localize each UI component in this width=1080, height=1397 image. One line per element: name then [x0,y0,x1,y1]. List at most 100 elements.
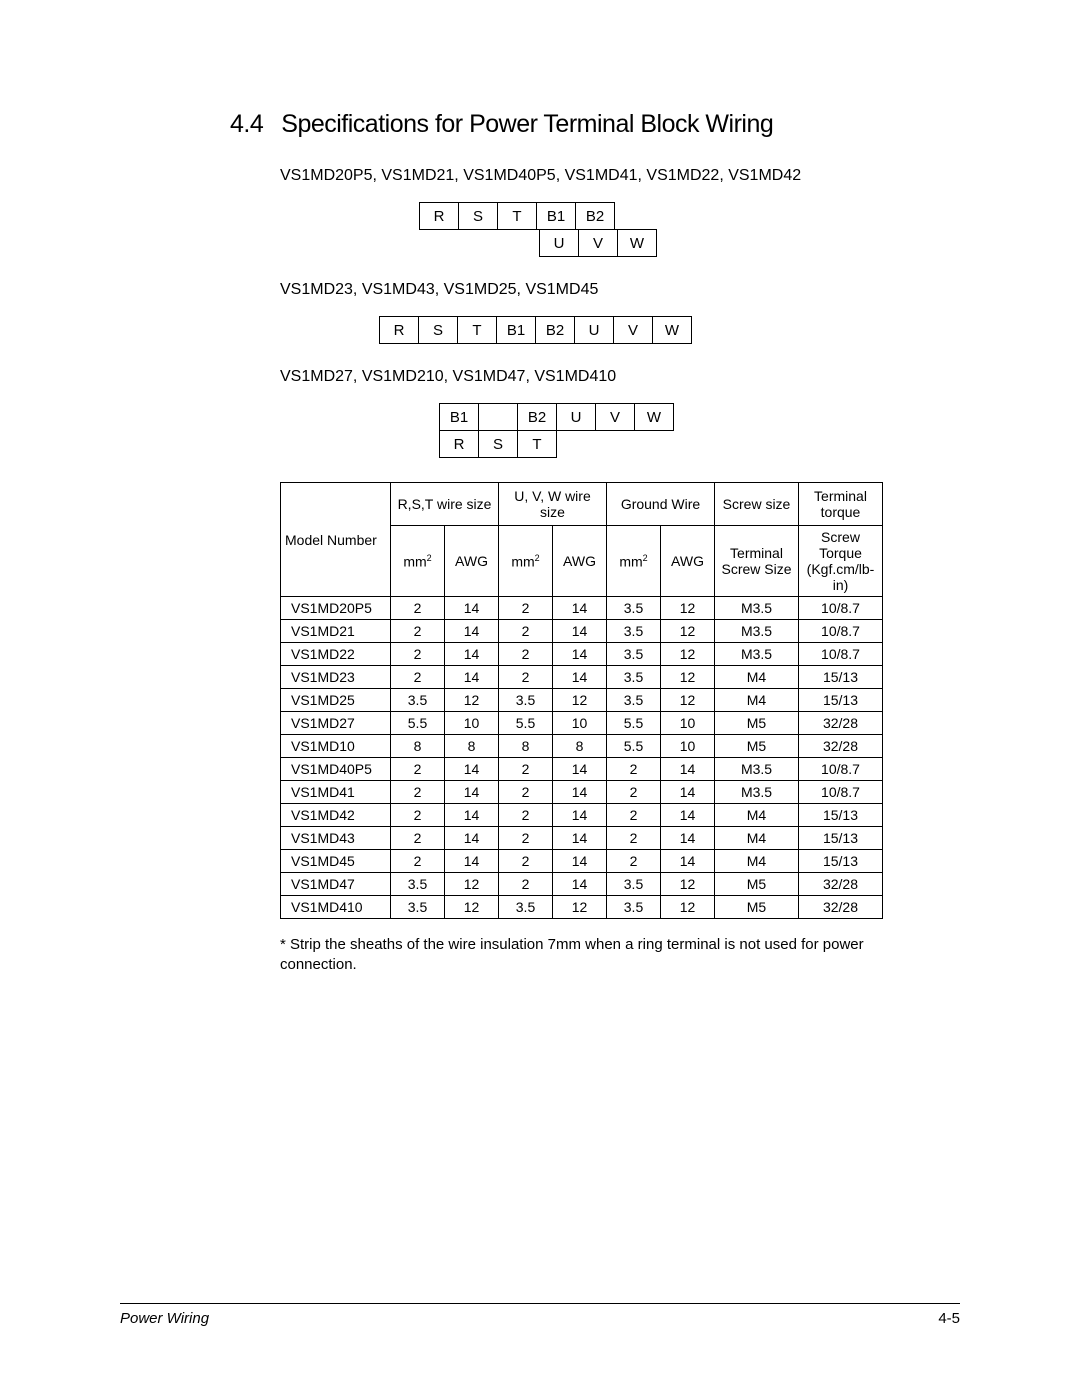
terminal-cell: R [379,316,419,344]
data-cell: 2 [607,827,661,850]
data-cell: 14 [553,666,607,689]
data-cell: 3.5 [607,597,661,620]
spec-table: Model Number R,S,T wire size U, V, W wir… [280,482,883,919]
data-cell: 10/8.7 [799,620,883,643]
data-cell: 2 [391,758,445,781]
hdr-mm2: mm2 [607,526,661,597]
data-cell: 2 [499,827,553,850]
data-cell: 15/13 [799,850,883,873]
data-cell: 14 [553,850,607,873]
data-cell: 3.5 [607,643,661,666]
data-cell: 2 [391,643,445,666]
terminal-cell: U [574,316,614,344]
table-row: VS1MD473.5122143.512M532/28 [281,873,883,896]
data-cell: 2 [391,597,445,620]
data-cell: 2 [499,781,553,804]
group3-models: VS1MD27, VS1MD210, VS1MD47, VS1MD410 [280,368,960,386]
terminal-cell: S [478,430,518,458]
data-cell: M3.5 [715,620,799,643]
table-row: VS1MD41214214214M3.510/8.7 [281,781,883,804]
data-cell: 3.5 [391,689,445,712]
terminal-cell: U [539,229,579,257]
model-cell: VS1MD45 [281,850,391,873]
data-cell: 15/13 [799,804,883,827]
terminal-cell: W [652,316,692,344]
data-cell: 14 [661,804,715,827]
hdr-screw-size: Terminal Screw Size [715,526,799,597]
table-row: VS1MD40P5214214214M3.510/8.7 [281,758,883,781]
table-row: VS1MD232142143.512M415/13 [281,666,883,689]
data-cell: 32/28 [799,873,883,896]
data-cell: 15/13 [799,827,883,850]
terminal-cell: B2 [575,202,615,230]
data-cell: 2 [607,804,661,827]
data-cell: 14 [661,850,715,873]
data-cell: M4 [715,666,799,689]
data-cell: 14 [553,804,607,827]
data-cell: 14 [553,758,607,781]
hdr-torque-unit: Screw Torque (Kgf.cm/lb-in) [799,526,883,597]
terminal-cell: T [497,202,537,230]
section-number: 4.4 [230,110,263,139]
data-cell: 2 [607,850,661,873]
data-cell: 2 [499,597,553,620]
data-cell: 3.5 [607,689,661,712]
data-cell: 2 [391,620,445,643]
data-cell: 14 [553,643,607,666]
data-cell: M5 [715,873,799,896]
hdr-uvw: U, V, W wire size [499,483,607,526]
terminal-cell: B1 [536,202,576,230]
terminal-cell: B1 [439,403,479,431]
data-cell: 10/8.7 [799,643,883,666]
data-cell: 3.5 [607,873,661,896]
data-cell: M5 [715,712,799,735]
data-cell: 8 [391,735,445,758]
data-cell: 12 [661,597,715,620]
data-cell: 12 [661,873,715,896]
data-cell: 32/28 [799,735,883,758]
data-cell: M4 [715,689,799,712]
data-cell: 12 [661,689,715,712]
data-cell: 14 [661,827,715,850]
data-cell: 14 [553,873,607,896]
table-row: VS1MD4103.5123.5123.512M532/28 [281,896,883,919]
table-row: VS1MD42214214214M415/13 [281,804,883,827]
data-cell: M3.5 [715,781,799,804]
group2-models: VS1MD23, VS1MD43, VS1MD25, VS1MD45 [280,281,960,299]
data-cell: 2 [499,873,553,896]
data-cell: 5.5 [607,735,661,758]
data-cell: 2 [499,804,553,827]
terminal-cell [478,403,518,431]
footnote: * Strip the sheaths of the wire insulati… [280,935,960,974]
data-cell: 2 [607,781,661,804]
data-cell: 15/13 [799,666,883,689]
data-cell: 10 [661,712,715,735]
table-row: VS1MD1088885.510M532/28 [281,735,883,758]
data-cell: 2 [391,781,445,804]
data-cell: 8 [553,735,607,758]
data-cell: 14 [445,827,499,850]
data-cell: 2 [499,758,553,781]
model-cell: VS1MD42 [281,804,391,827]
data-cell: 10/8.7 [799,758,883,781]
data-cell: M4 [715,850,799,873]
table-row: VS1MD20P52142143.512M3.510/8.7 [281,597,883,620]
hdr-rst: R,S,T wire size [391,483,499,526]
data-cell: M4 [715,827,799,850]
data-cell: 12 [553,896,607,919]
data-cell: 14 [445,666,499,689]
data-cell: 3.5 [499,689,553,712]
table-row: VS1MD212142143.512M3.510/8.7 [281,620,883,643]
terminal-cell: R [419,202,459,230]
model-cell: VS1MD25 [281,689,391,712]
terminal-cell: W [617,229,657,257]
hdr-awg: AWG [553,526,607,597]
section-title-text: Specifications for Power Terminal Block … [281,110,773,138]
data-cell: 2 [391,850,445,873]
data-cell: 5.5 [607,712,661,735]
model-cell: VS1MD43 [281,827,391,850]
data-cell: 3.5 [607,620,661,643]
data-cell: 12 [661,666,715,689]
data-cell: 12 [661,643,715,666]
terminal-cell: U [556,403,596,431]
